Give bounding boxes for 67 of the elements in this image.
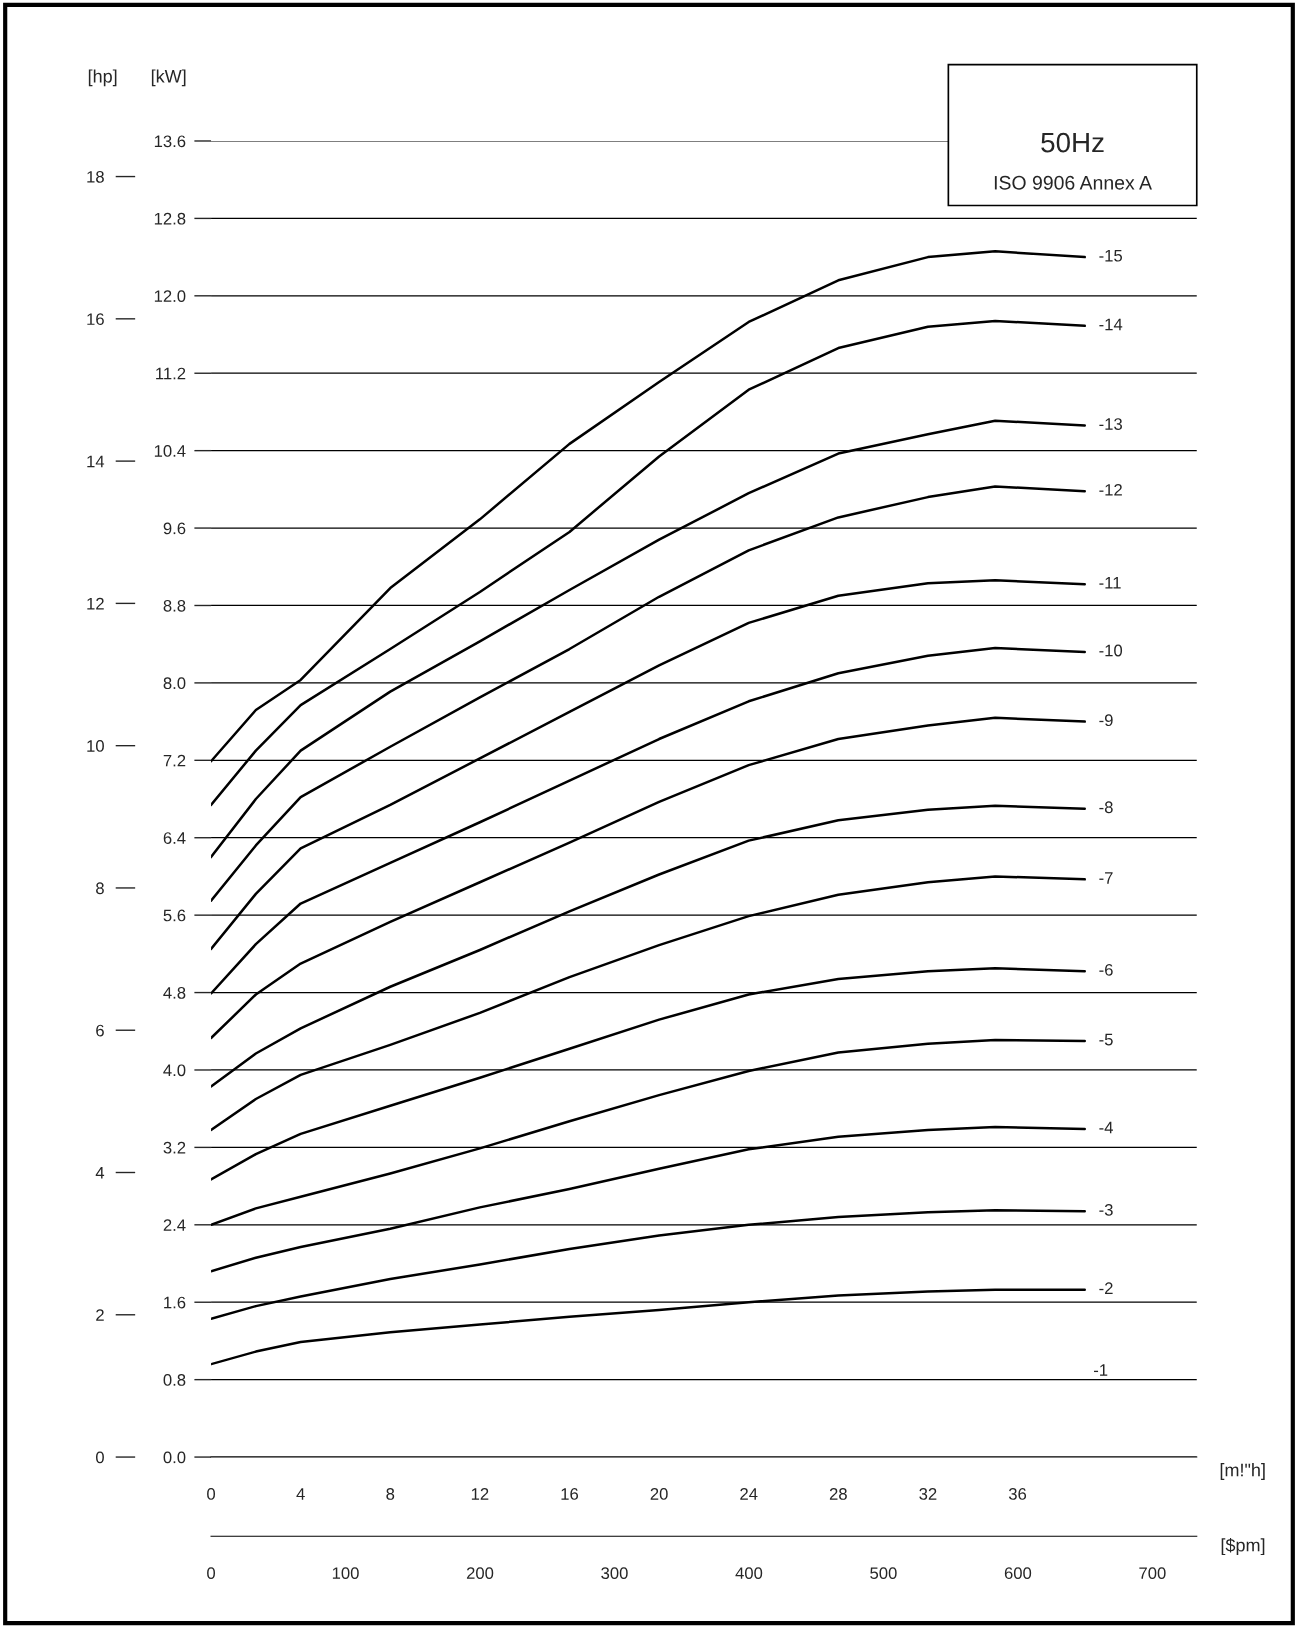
y-tick-label: 8.8	[163, 599, 186, 612]
y-axis-title: [kW]	[151, 69, 186, 87]
y-tick-label: 12.0	[154, 290, 186, 303]
x2-tick-label: 500	[870, 1567, 897, 1580]
y-tick-label: 6.4	[163, 832, 186, 844]
x-tick-label: 16	[561, 1488, 579, 1500]
x-tick-label: 36	[1008, 1488, 1027, 1500]
y-tick-label: 13.6	[154, 135, 186, 148]
y2-tick-label: 12	[87, 597, 104, 610]
series-label: -3	[1099, 1203, 1113, 1216]
y-tick-label: 5.6	[163, 909, 186, 922]
x-tick-label: 8	[386, 1488, 395, 1500]
annotation: 50Hz	[1041, 132, 1104, 153]
x2-tick-label: 600	[1004, 1567, 1032, 1580]
x2-tick-label: 300	[601, 1567, 628, 1580]
x-axis-title: [m!"h]	[1220, 1463, 1265, 1480]
series-label: -14	[1099, 318, 1123, 331]
series-label: -10	[1099, 644, 1123, 657]
x-tick-label: 0	[207, 1488, 216, 1500]
x-tick-label: 12	[471, 1488, 489, 1500]
y-tick-label: 0.8	[163, 1374, 186, 1386]
y-tick-label: 9.6	[163, 522, 186, 535]
series-label: -4	[1099, 1121, 1113, 1134]
x2-tick-label: 400	[735, 1567, 763, 1580]
annotation: ISO 9906 Annex A	[994, 175, 1152, 190]
x-tick-label: 4	[296, 1488, 305, 1500]
x2-axis-title: [$pm]	[1221, 1538, 1265, 1556]
series-label: -7	[1099, 872, 1113, 884]
y2-tick-label: 0	[95, 1451, 104, 1464]
y2-tick-label: 14	[87, 455, 105, 468]
y2-axis-title: [hp]	[88, 69, 117, 87]
x2-tick-label: 100	[332, 1567, 359, 1580]
x-tick-label: 28	[829, 1488, 847, 1500]
series-label: -13	[1099, 418, 1122, 430]
y-tick-label: 8.0	[163, 677, 186, 690]
x2-tick-label: 200	[466, 1567, 494, 1580]
y-tick-label: 4.8	[163, 986, 186, 999]
y2-tick-label: 10	[87, 740, 104, 752]
y-tick-label: 0.0	[163, 1451, 186, 1464]
x2-tick-label: 0	[207, 1567, 216, 1580]
y2-tick-label: 8	[96, 882, 104, 895]
y-tick-label: 4.0	[163, 1064, 186, 1077]
series-label: -15	[1099, 249, 1123, 262]
y2-tick-label: 18	[87, 170, 104, 183]
series-label: -2	[1099, 1282, 1113, 1294]
x-tick-label: 32	[919, 1488, 937, 1500]
y2-tick-label: 4	[95, 1167, 105, 1179]
y-tick-label: 12.8	[154, 212, 186, 225]
y2-tick-label: 2	[96, 1309, 104, 1321]
annotation: -1	[1094, 1364, 1108, 1376]
y-tick-label: 10.4	[154, 445, 186, 457]
y-tick-label: 2.4	[163, 1219, 186, 1231]
y2-tick-label: 6	[96, 1024, 104, 1037]
series-label: -11	[1099, 577, 1121, 589]
series-label: -5	[1099, 1033, 1113, 1046]
y-tick-label: 3.2	[163, 1141, 186, 1154]
x-tick-label: 20	[650, 1488, 668, 1500]
series-label: -8	[1099, 801, 1113, 814]
y-tick-label: 1.6	[164, 1296, 186, 1309]
y-tick-label: 11.2	[156, 367, 186, 380]
y2-tick-label: 16	[87, 313, 104, 326]
x-tick-label: 24	[740, 1488, 758, 1500]
series-label: -9	[1099, 714, 1113, 727]
y-tick-label: 7.2	[163, 754, 186, 767]
x2-tick-label: 700	[1139, 1567, 1166, 1580]
series-label: -6	[1099, 963, 1113, 976]
series-label: -12	[1099, 483, 1122, 496]
